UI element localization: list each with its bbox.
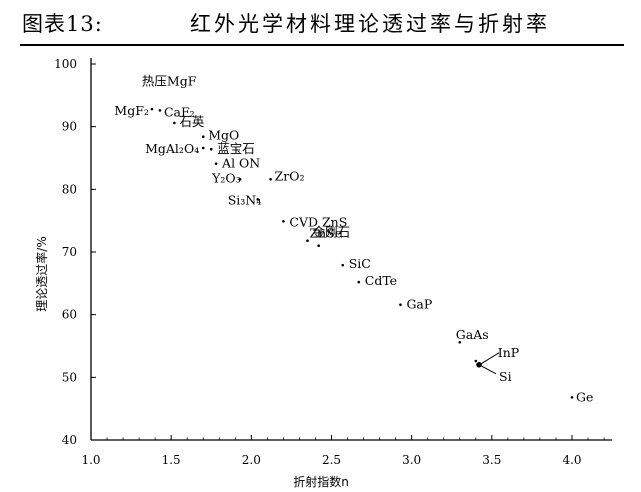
x-tick-label: 2.0 bbox=[242, 453, 261, 467]
chart-ticks: 1.0 1.5 2.0 2.5 3.0 3.5 4.0 40 50 60 70 80 90 100 bbox=[54, 57, 605, 467]
data-point bbox=[173, 121, 176, 125]
point-label: GaAs bbox=[456, 327, 489, 342]
data-point bbox=[317, 244, 320, 248]
point-label: SiC bbox=[349, 256, 371, 271]
point-label: Ge bbox=[576, 389, 593, 404]
point-label: 蓝宝石 bbox=[217, 141, 255, 156]
figure-title: 红外光学材料理论透过率与折射率 bbox=[190, 12, 550, 36]
point-label: Y₂O₃ bbox=[211, 170, 241, 185]
point-label: 热压MgF bbox=[142, 74, 197, 89]
point-label: CVD ZnS bbox=[289, 214, 347, 229]
point-label: ZrO₂ bbox=[275, 168, 305, 183]
leader-lines bbox=[480, 352, 500, 375]
leader-line bbox=[480, 365, 497, 375]
data-point bbox=[201, 146, 205, 150]
data-point bbox=[214, 162, 218, 165]
point-label: GaP bbox=[406, 297, 432, 312]
data-point bbox=[158, 109, 162, 112]
y-axis-title: 理论透过率/% bbox=[34, 236, 49, 311]
point-label: 石英 bbox=[179, 114, 205, 129]
data-point bbox=[357, 280, 361, 284]
point-label: ZnSe bbox=[309, 226, 342, 241]
data-point bbox=[474, 359, 478, 363]
point-label: MgAl₂O₄ bbox=[145, 141, 199, 156]
y-tick-label: 100 bbox=[54, 57, 77, 71]
data-point bbox=[341, 263, 345, 267]
data-point bbox=[150, 107, 154, 111]
data-point bbox=[399, 303, 402, 306]
x-tick-label: 2.5 bbox=[322, 453, 341, 467]
chart-axes bbox=[90, 58, 612, 441]
x-tick-label: 1.5 bbox=[162, 453, 181, 467]
y-tick-label: 80 bbox=[62, 182, 77, 196]
data-point bbox=[306, 239, 309, 243]
point-label: CdTe bbox=[365, 273, 397, 288]
point-label: 金刚石 bbox=[313, 225, 351, 240]
x-tick-label: 1.0 bbox=[81, 453, 100, 467]
point-label: MgO bbox=[208, 128, 239, 143]
y-tick-label: 90 bbox=[62, 120, 77, 134]
y-tick-label: 70 bbox=[62, 245, 77, 259]
data-point bbox=[269, 178, 272, 181]
header-rule bbox=[20, 44, 624, 46]
data-point bbox=[282, 219, 285, 223]
point-label: Si bbox=[499, 369, 512, 384]
point-label: Si₃N₄ bbox=[228, 192, 262, 207]
x-tick-label: 3.0 bbox=[402, 453, 421, 467]
data-point bbox=[570, 396, 574, 399]
point-label: CaF₂ bbox=[164, 104, 195, 119]
point-label: Al ON bbox=[221, 156, 260, 171]
data-point bbox=[476, 362, 482, 368]
x-tick-label: 3.5 bbox=[482, 453, 501, 467]
data-point bbox=[201, 135, 205, 138]
figure-header: 图表13: 红外光学材料理论透过率与折射率 bbox=[0, 0, 641, 46]
figure-label: 图表13: bbox=[22, 12, 103, 36]
leader-line bbox=[480, 352, 500, 365]
data-point bbox=[238, 178, 242, 181]
scatter-chart: 1.0 1.5 2.0 2.5 3.0 3.5 4.0 40 50 60 70 80 90 100 热压M… bbox=[34, 57, 612, 489]
x-tick-label: 4.0 bbox=[562, 453, 581, 467]
data-point bbox=[209, 147, 213, 151]
data-point bbox=[256, 198, 260, 201]
y-tick-label: 40 bbox=[62, 433, 77, 447]
y-tick-label: 50 bbox=[62, 370, 77, 384]
data-point bbox=[458, 340, 462, 344]
x-axis-title: 折射指数n bbox=[293, 474, 349, 489]
point-label: MgF₂ bbox=[114, 103, 149, 118]
y-tick-label: 60 bbox=[62, 308, 77, 322]
data-points bbox=[150, 107, 574, 399]
point-label: InP bbox=[498, 345, 519, 360]
